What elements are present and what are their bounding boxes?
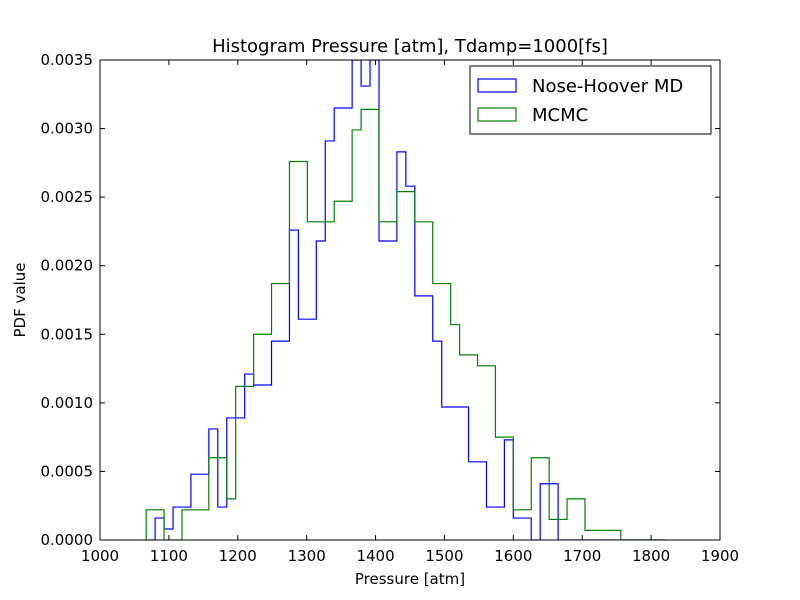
y-tick-label: 0.0010 [41, 394, 94, 412]
x-tick-label: 1500 [425, 547, 463, 565]
x-tick-label: 1600 [494, 547, 532, 565]
x-tick-label: 1300 [288, 547, 326, 565]
y-tick-label: 0.0015 [41, 325, 94, 343]
x-tick-label: 1800 [632, 547, 670, 565]
y-axis-title: PDF value [11, 263, 29, 338]
y-tick-label: 0.0020 [41, 257, 94, 275]
y-tick-label: 0.0025 [41, 188, 94, 206]
x-tick-label: 1100 [150, 547, 188, 565]
legend-label-mcmc: MCMC [532, 105, 588, 126]
ticks-layer: 1000 1100 1200 1300 1400 1500 1600 1700 1800 1900… [41, 51, 740, 565]
y-tick-label: 0.0000 [41, 531, 94, 549]
plot-frame [99, 59, 721, 541]
x-tick-label: 1900 [701, 547, 739, 565]
series-1-step-outline [145, 108, 666, 540]
y-tick-label: 0.0005 [41, 462, 94, 480]
plot-area: 1000 1100 1200 1300 1400 1500 1600 1700 1800 1900… [41, 51, 740, 565]
x-tick-label: 1400 [356, 547, 394, 565]
legend-swatch-nose-hoover [477, 78, 517, 93]
legend: Nose-Hoover MD MCMC [469, 65, 712, 135]
y-tick-label: 0.0030 [41, 120, 94, 138]
x-tick-label: 1200 [219, 547, 257, 565]
x-tick-label: 1700 [563, 547, 601, 565]
x-tick-label: 1000 [81, 547, 119, 565]
legend-label-nose-hoover: Nose-Hoover MD [532, 76, 683, 97]
chart-title: Histogram Pressure [atm], Tdamp=1000[fs] [212, 36, 608, 57]
series-layer [145, 60, 666, 540]
legend-swatch-mcmc [477, 107, 517, 122]
legend-box [469, 65, 712, 135]
y-tick-label: 0.0035 [41, 51, 94, 69]
x-axis-title: Pressure [atm] [355, 570, 465, 588]
